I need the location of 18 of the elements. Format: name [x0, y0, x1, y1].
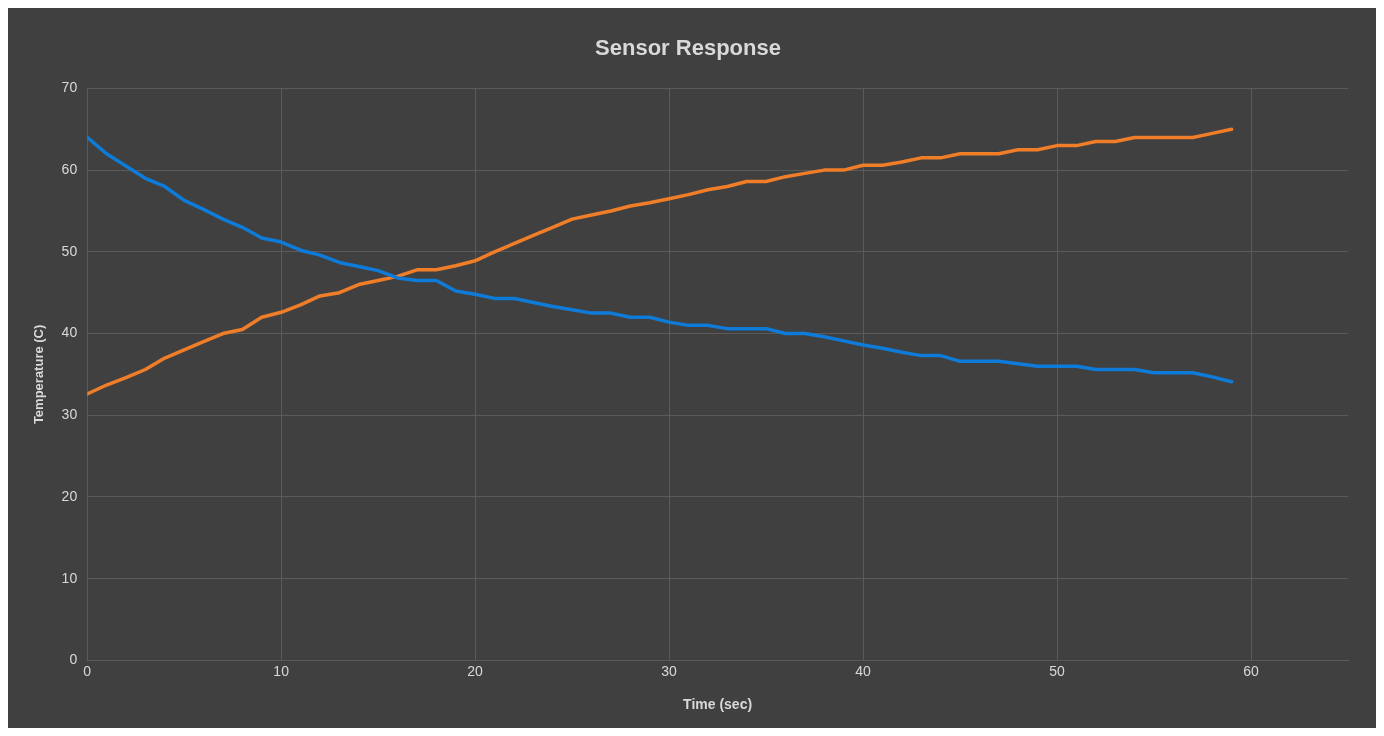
x-tick-label: 40	[855, 662, 872, 679]
y-tick-label: 30	[61, 406, 78, 423]
x-tick-label: 60	[1243, 662, 1260, 679]
y-tick-label: 20	[61, 487, 78, 504]
y-tick-label: 10	[61, 569, 78, 586]
y-tick-label: 60	[61, 160, 78, 177]
x-axis-title: Time (sec)	[683, 696, 753, 713]
y-tick-label: 50	[61, 242, 78, 259]
y-tick-label: 40	[61, 324, 78, 341]
x-tick-label: 50	[1049, 662, 1066, 679]
x-tick-label: 20	[467, 662, 484, 679]
chart-title: Sensor Response	[595, 35, 781, 61]
x-tick-label: 30	[661, 662, 678, 679]
x-tick-label: 10	[273, 662, 290, 679]
x-tick-label: 0	[83, 662, 92, 679]
y-tick-label: 0	[69, 651, 78, 668]
y-axis-title: Temperature (C)	[31, 324, 47, 425]
y-tick-label: 70	[61, 79, 78, 96]
